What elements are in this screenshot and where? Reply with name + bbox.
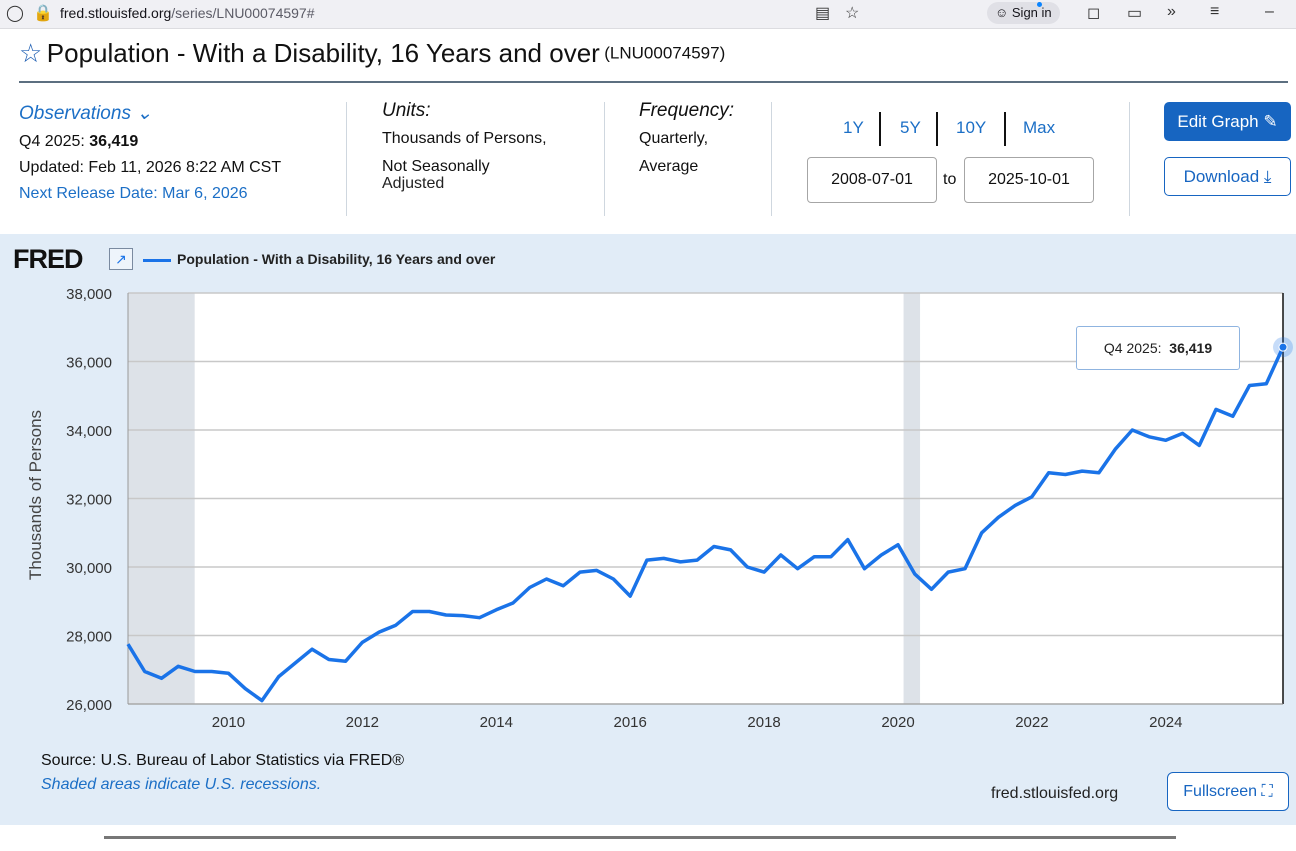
sign-in-button[interactable]: ☺ Sign in — [987, 2, 1060, 24]
legend-swatch — [143, 259, 171, 262]
meta-divider — [1129, 102, 1130, 216]
horizontal-scrollbar[interactable] — [104, 836, 1176, 839]
lock-icon[interactable]: 🔒 — [33, 5, 53, 22]
latest-observation: Q4 2025: 36,419 — [19, 133, 139, 150]
edit-icon: ✎ — [1263, 112, 1278, 131]
range-separator — [1004, 112, 1006, 146]
x-tick-label: 2012 — [346, 714, 379, 731]
reader-view-icon[interactable]: ▤ — [815, 5, 831, 22]
units-line-1: Thousands of Persons, — [382, 130, 547, 147]
observations-toggle[interactable]: Observations ⌄ — [19, 103, 153, 124]
recession-note: Shaded areas indicate U.S. recessions. — [41, 776, 322, 793]
meta-divider — [346, 102, 347, 216]
sidebar-icon[interactable]: ▭ — [1127, 5, 1143, 22]
x-tick-label: 2020 — [881, 714, 914, 731]
y-tick-label: 28,000 — [66, 629, 112, 646]
menu-icon[interactable]: ≡ — [1210, 3, 1220, 20]
meta-divider — [604, 102, 605, 216]
range-separator — [936, 112, 938, 146]
range-10y-button[interactable]: 10Y — [956, 118, 987, 137]
y-tick-label: 26,000 — [66, 697, 112, 714]
meta-divider — [771, 102, 772, 216]
chevron-down-icon: ⌄ — [136, 103, 153, 124]
trend-chart-icon: ↗ — [109, 248, 133, 270]
date-range-to-label: to — [943, 171, 957, 188]
minimize-icon[interactable]: – — [1265, 3, 1274, 20]
observations-panel: Observations ⌄ Q4 2025: 36,419 Updated: … — [19, 102, 281, 203]
y-tick-label: 36,000 — [66, 355, 112, 372]
frequency-line-2: Average — [639, 158, 699, 175]
next-release-link[interactable]: Next Release Date: Mar 6, 2026 — [19, 185, 248, 202]
units-panel: Units: Thousands of Persons, Not Seasona… — [382, 100, 547, 192]
account-icon: ☺ — [995, 5, 1012, 20]
site-credit: fred.stlouisfed.org — [991, 785, 1119, 802]
x-tick-label: 2022 — [1015, 714, 1048, 731]
shield-icon[interactable]: ◯ — [6, 5, 24, 22]
download-icon: ⤓ — [1263, 167, 1272, 186]
y-tick-label: 34,000 — [66, 423, 112, 440]
y-tick-label: 30,000 — [66, 560, 112, 577]
fullscreen-button[interactable]: Fullscreen ⛶ — [1167, 772, 1289, 811]
x-tick-label: 2010 — [212, 714, 245, 731]
title-divider — [19, 81, 1288, 83]
y-tick-label: 38,000 — [66, 286, 112, 303]
start-date-input[interactable]: 2008-07-01 — [807, 157, 937, 203]
y-axis-label: Thousands of Persons — [26, 409, 45, 581]
edit-graph-button[interactable]: Edit Graph ✎ — [1164, 102, 1291, 141]
extensions-icon[interactable]: ◻ — [1087, 5, 1101, 22]
units-line-3: Adjusted — [382, 175, 445, 192]
y-tick-label: 32,000 — [66, 492, 112, 509]
fullscreen-icon: ⛶ — [1261, 783, 1273, 800]
x-tick-label: 2018 — [747, 714, 780, 731]
x-tick-label: 2016 — [613, 714, 646, 731]
bookmark-star-icon[interactable]: ☆ — [845, 5, 860, 22]
range-separator — [879, 112, 881, 146]
source-note: Source: U.S. Bureau of Labor Statistics … — [41, 752, 405, 769]
fred-logo: FRED — [13, 244, 83, 274]
address-bar[interactable]: fred.stlouisfed.org/series/LNU00074597# — [60, 5, 315, 21]
range-5y-button[interactable]: 5Y — [900, 118, 921, 137]
range-max-button[interactable]: Max — [1023, 118, 1056, 137]
legend-label: Population - With a Disability, 16 Years… — [177, 251, 496, 267]
download-button[interactable]: Download ⤓ — [1164, 157, 1291, 196]
overflow-icon[interactable]: » — [1167, 3, 1176, 20]
frequency-label: Frequency: — [639, 100, 735, 121]
data-tooltip: Q4 2025: 36,419 — [1076, 326, 1240, 370]
frequency-line-1: Quarterly, — [639, 130, 709, 147]
series-title-row: ☆ Population - With a Disability, 16 Yea… — [19, 38, 725, 69]
highlight-point — [1278, 342, 1288, 352]
updated-date: Updated: Feb 11, 2026 8:22 AM CST — [19, 159, 282, 176]
series-line — [126, 346, 1285, 703]
x-tick-label: 2014 — [480, 714, 513, 731]
series-id: (LNU00074597) — [604, 43, 726, 63]
favorite-star-icon[interactable]: ☆ — [19, 38, 43, 68]
browser-toolbar: ◯ 🔒 fred.stlouisfed.org/series/LNU000745… — [0, 0, 1296, 29]
frequency-panel: Frequency: Quarterly, Average — [639, 100, 734, 176]
end-date-input[interactable]: 2025-10-01 — [964, 157, 1094, 203]
units-label: Units: — [382, 100, 431, 121]
page-title: Population - With a Disability, 16 Years… — [46, 38, 600, 68]
units-line-2: Not Seasonally — [382, 158, 490, 175]
x-tick-label: 2024 — [1149, 714, 1182, 731]
notification-dot — [1036, 2, 1042, 7]
range-1y-button[interactable]: 1Y — [843, 118, 864, 137]
